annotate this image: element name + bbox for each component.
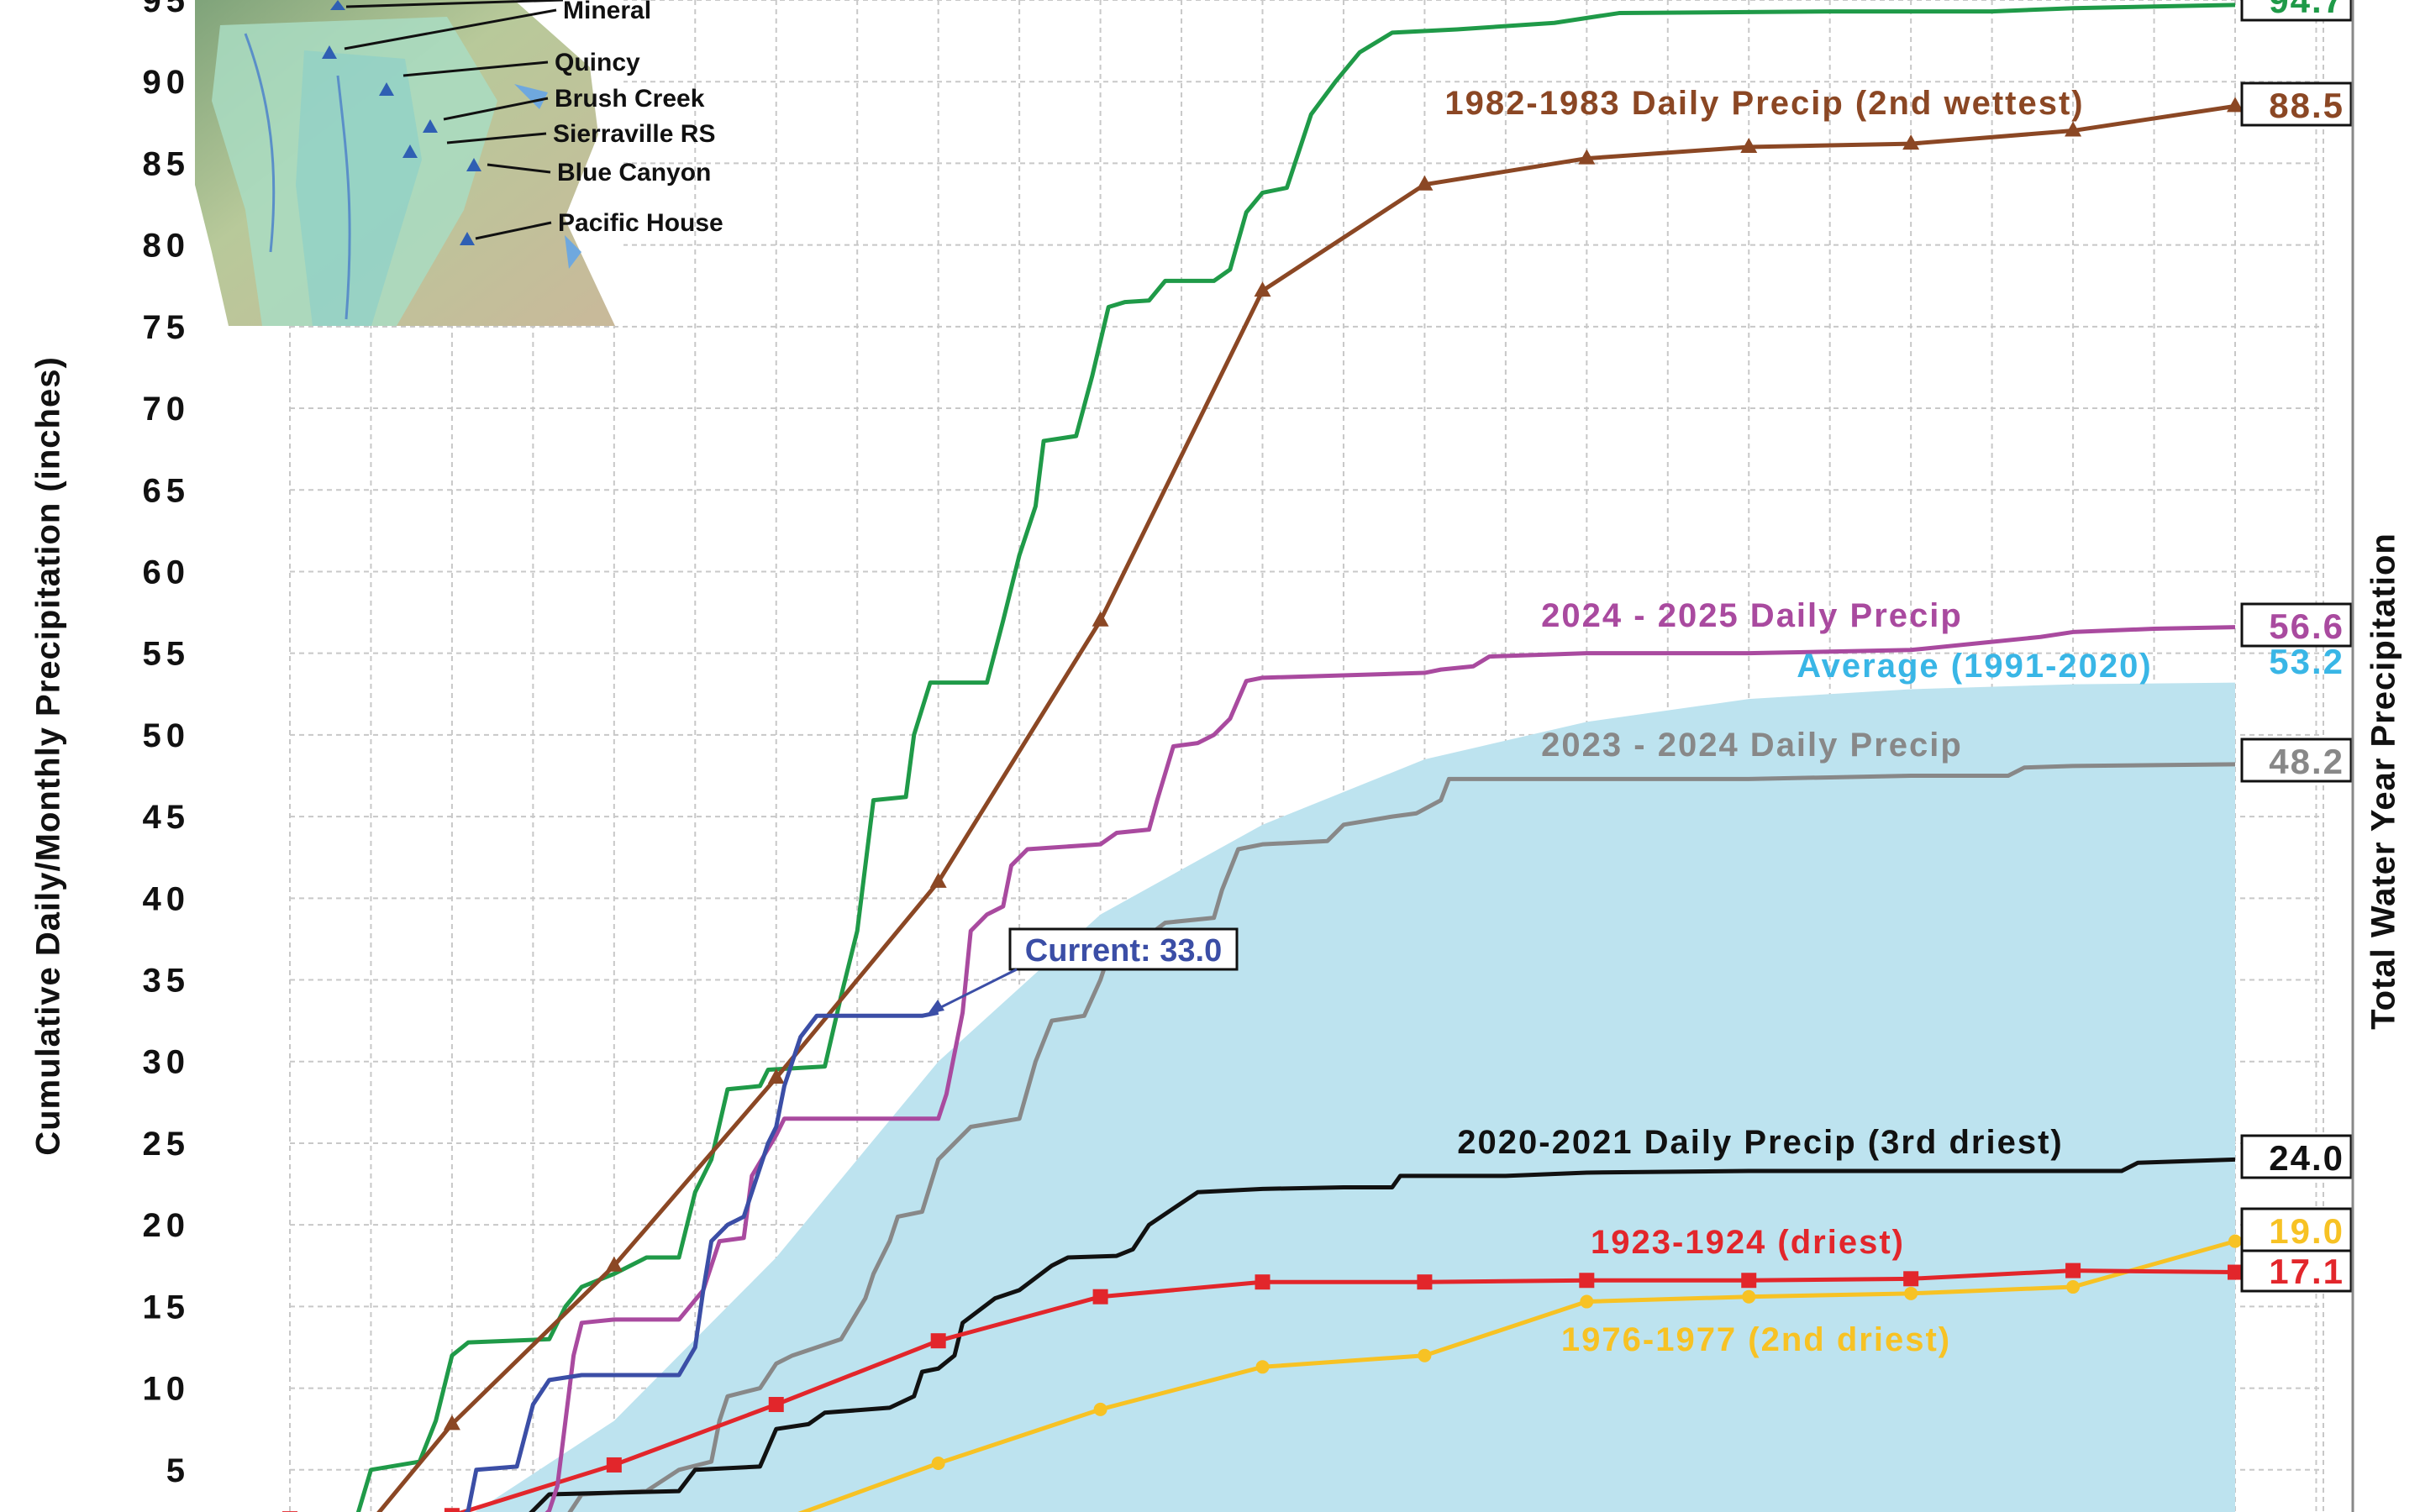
point-driest [768, 1397, 784, 1413]
y-tick-label: 60 [143, 554, 191, 591]
total-value-second_wettest: 88.5 [2269, 86, 2344, 125]
callout-arrow [934, 968, 1018, 1012]
y-tick-label: 5 [166, 1452, 190, 1489]
y-tick-label: 50 [143, 717, 191, 754]
point-driest [2228, 1264, 2243, 1280]
point-second_driest [2228, 1234, 2242, 1248]
series-line-prior_year [567, 762, 2236, 1512]
total-value-second_driest: 19.0 [2269, 1211, 2344, 1251]
point-second_driest [931, 1457, 945, 1471]
point-driest [1255, 1274, 1270, 1290]
total-value-third_driest: 24.0 [2269, 1138, 2344, 1178]
series-label-second_wettest: 1982-1983 Daily Precip (2nd wettest) [1444, 85, 2084, 122]
point-driest [1903, 1271, 1919, 1287]
y-tick-label: 15 [143, 1289, 191, 1326]
average-area [475, 682, 2235, 1512]
callout-text: Current: 33.0 [1025, 933, 1222, 969]
y-tick-label: 45 [143, 799, 191, 836]
point-driest [1092, 1289, 1108, 1305]
series-label-current_year: 2024 - 2025 Daily Precip [1541, 597, 1963, 634]
y-axis-label-right: Total Water Year Precipitation [2365, 533, 2402, 1030]
point-driest [1741, 1273, 1757, 1289]
point-second_driest [1093, 1402, 1107, 1416]
point-second_driest [1418, 1348, 1432, 1362]
point-second_driest [1580, 1294, 1594, 1309]
y-tick-label: 65 [143, 472, 191, 509]
point-second_wettest [1092, 611, 1109, 627]
total-box-wettest [2240, 0, 2353, 22]
y-tick-label: 30 [143, 1044, 191, 1081]
point-second_wettest [605, 1256, 623, 1272]
point-second_wettest [1416, 175, 1434, 191]
series-line-trace_33 [464, 1010, 939, 1512]
series-label-third_driest: 2020-2021 Daily Precip (3rd driest) [1457, 1124, 2063, 1161]
y-tick-label: 10 [143, 1371, 191, 1408]
point-driest [2065, 1263, 2081, 1278]
y-tick-label: 95 [143, 0, 191, 19]
callout-box [1008, 927, 1239, 971]
point-second_wettest [929, 872, 947, 888]
total-box-second_wettest [2240, 81, 2353, 127]
point-second_driest [1255, 1360, 1270, 1374]
total-box-prior_year [2240, 738, 2353, 783]
total-value-current_year: 56.6 [2269, 606, 2344, 646]
point-second_wettest [1902, 134, 1920, 150]
y-tick-label: 80 [143, 228, 191, 265]
point-driest [444, 1508, 460, 1512]
series-lines [282, 3, 2244, 1512]
y-tick-label: 70 [143, 391, 191, 428]
point-second_wettest [2065, 121, 2082, 137]
point-driest [1579, 1273, 1595, 1289]
series-label-second_driest: 1976-1977 (2nd driest) [1561, 1321, 1951, 1358]
y-tick-label: 25 [143, 1126, 191, 1163]
point-driest [606, 1457, 622, 1473]
total-boxes: 94.7 88.5 56.6 48.2 24.0 17.119.0 53.2 [2240, 0, 2353, 1293]
y-tick-label: 35 [143, 963, 191, 1000]
point-second_driest [1742, 1289, 1756, 1304]
point-driest [1417, 1274, 1433, 1290]
y-tick-label: 20 [143, 1207, 191, 1244]
callout-arrowhead [928, 1000, 944, 1014]
point-second_driest [1904, 1286, 1918, 1300]
series-labels: 1982-1983 Daily Precip (2nd wettest) 2024… [1444, 85, 2152, 1358]
station-map [195, 0, 623, 326]
series-label-average: Average (1991-2020) [1797, 648, 2152, 685]
point-second_wettest [443, 1415, 460, 1431]
point-second_wettest [1254, 281, 1271, 297]
y-axis-label-left: Cumulative Daily/Monthly Precipitation (… [29, 356, 67, 1156]
y-axis-ticks: 5 10 15 20 25 30 35 40 45 50 55 60 65 70 75 80 85 90 95 [143, 0, 191, 1489]
current-callout: Current: 33.0 [928, 927, 1239, 1014]
y-tick-label: 55 [143, 636, 191, 673]
total-value-average: 53.2 [2269, 642, 2344, 681]
series-line-third_driest [529, 1157, 2236, 1512]
y-tick-label: 40 [143, 880, 191, 917]
y-tick-label: 90 [143, 64, 191, 101]
point-second_wettest [1578, 149, 1596, 165]
average-area-fill [475, 682, 2235, 1512]
series-label-driest: 1923-1924 (driest) [1591, 1224, 1905, 1261]
point-second_wettest [1740, 137, 1758, 153]
series-line-current_year [544, 625, 2236, 1512]
point-driest [930, 1333, 946, 1349]
total-box-driest [2240, 1247, 2353, 1293]
series-label-prior_year: 2023 - 2024 Daily Precip [1541, 727, 1963, 764]
total-value-prior_year: 48.2 [2269, 742, 2344, 781]
point-second_driest [2066, 1280, 2081, 1294]
total-box-second_driest [2240, 1207, 2353, 1252]
total-value-wettest: 94.7 [2269, 0, 2344, 20]
total-box-third_driest [2240, 1134, 2353, 1179]
total-value-driest: 17.1 [2269, 1252, 2344, 1291]
point-second_wettest [767, 1068, 785, 1084]
total-box-current_year [2240, 602, 2353, 648]
point-second_wettest [2227, 97, 2244, 113]
y-tick-label: 75 [143, 309, 191, 346]
series-line-wettest [355, 3, 2236, 1512]
y-tick-label: 85 [143, 145, 191, 182]
